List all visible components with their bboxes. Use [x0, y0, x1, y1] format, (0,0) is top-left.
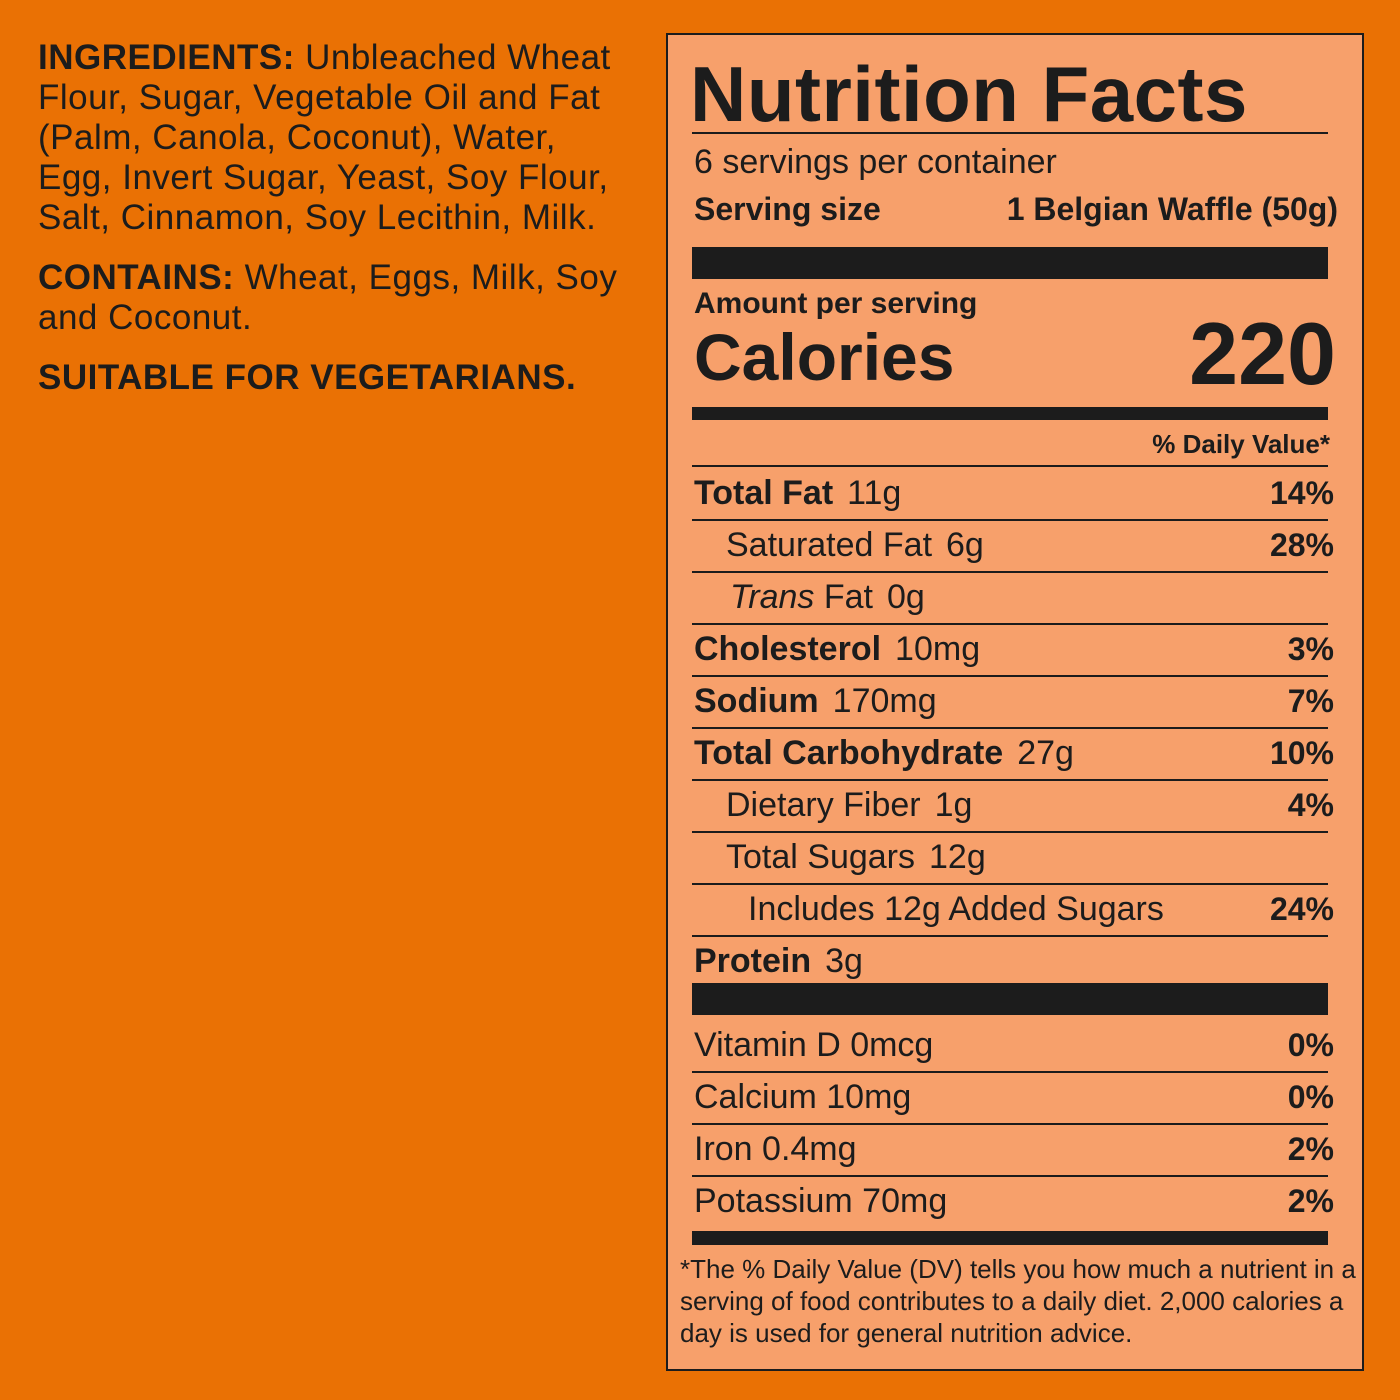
vitamin-daily-value: 2%	[1287, 1182, 1334, 1219]
nutrient-name: Total Carbohydrate	[694, 733, 1004, 772]
divider	[692, 675, 1328, 677]
vitamin-name: Vitamin D 0mcg	[694, 1025, 934, 1064]
ingredients-text: Unbleached Wheat Flour, Sugar, Vegetable…	[38, 38, 611, 237]
divider	[692, 727, 1328, 729]
nutrition-title: Nutrition Facts	[690, 50, 1248, 138]
nutrient-amount: 12g	[929, 837, 986, 876]
nutrient-name: Includes 12g Added Sugars	[748, 889, 1164, 928]
nutrient-daily-value: 10%	[1269, 734, 1334, 771]
nutrient-row: Cholesterol 10mg 3%	[694, 623, 1334, 675]
divider	[692, 571, 1328, 573]
calories-label: Calories	[694, 320, 955, 394]
divider	[692, 883, 1328, 885]
vitamin-row: Vitamin D 0mcg 0%	[694, 1019, 1334, 1071]
nutrient-row: Saturated Fat 6g 28%	[694, 519, 1334, 571]
vegetarian-text: SUITABLE FOR VEGETARIANS.	[38, 358, 577, 397]
divider	[692, 779, 1328, 781]
serving-size-value: 1 Belgian Waffle (50g)	[1006, 191, 1338, 227]
nutrient-daily-value: 4%	[1287, 786, 1334, 823]
nutrient-daily-value: 7%	[1287, 682, 1334, 719]
nutrient-row: Includes 12g Added Sugars 24%	[694, 883, 1334, 935]
nutrient-amount: 0g	[886, 577, 925, 616]
vegetarian-note: SUITABLE FOR VEGETARIANS.	[38, 358, 638, 398]
vitamin-daily-value: 2%	[1287, 1130, 1334, 1167]
vitamin-daily-value: 0%	[1287, 1078, 1334, 1115]
nutrient-amount: 10mg	[895, 629, 981, 668]
thick-bar	[692, 247, 1328, 279]
medium-bar	[692, 407, 1328, 420]
nutrient-daily-value: 28%	[1269, 526, 1334, 563]
vitamin-row: Potassium 70mg 2%	[694, 1175, 1334, 1227]
divider	[692, 1175, 1328, 1177]
daily-value-header: % Daily Value*	[1152, 429, 1330, 459]
nutrient-daily-value: 14%	[1269, 474, 1334, 511]
servings-per-container: 6 servings per container	[694, 143, 1057, 181]
nutrient-name: Total Sugars	[726, 837, 915, 876]
nutrient-daily-value: 24%	[1269, 890, 1334, 927]
calories-value: 220	[1189, 304, 1336, 403]
nutrient-row: Trans Fat 0g	[694, 571, 1334, 623]
nutrient-name: Dietary Fiber	[726, 785, 921, 824]
nutrition-facts-panel: Nutrition Facts 6 servings per container…	[666, 33, 1364, 1371]
nutrient-amount: 170mg	[832, 681, 937, 720]
nutrient-row: Protein 3g	[694, 935, 1334, 987]
footnote: *The % Daily Value (DV) tells you how mu…	[680, 1254, 1356, 1348]
nutrient-row: Total Sugars 12g	[694, 831, 1334, 883]
vitamin-daily-value: 0%	[1287, 1026, 1334, 1063]
ingredients-block: INGREDIENTS: Unbleached Wheat Flour, Sug…	[38, 38, 638, 418]
nutrient-amount: 27g	[1017, 733, 1074, 772]
thick-bar	[692, 983, 1328, 1015]
nutrient-name: Total Fat	[694, 473, 834, 512]
nutrient-name-italic: Trans	[730, 577, 815, 616]
nutrient-name: Protein	[694, 941, 812, 980]
divider	[692, 465, 1328, 467]
divider	[692, 132, 1328, 134]
ingredients-paragraph: INGREDIENTS: Unbleached Wheat Flour, Sug…	[38, 38, 638, 238]
ingredients-label: INGREDIENTS:	[38, 38, 295, 77]
contains-label: CONTAINS:	[38, 258, 235, 297]
nutrient-name: Cholesterol	[694, 629, 882, 668]
divider	[692, 519, 1328, 521]
vitamin-row: Calcium 10mg 0%	[694, 1071, 1334, 1123]
medium-bar	[692, 1231, 1328, 1245]
nutrient-amount: 1g	[934, 785, 973, 824]
nutrient-row: Sodium 170mg 7%	[694, 675, 1334, 727]
nutrient-amount: 6g	[946, 525, 984, 564]
amount-per-serving: Amount per serving	[694, 287, 978, 320]
nutrient-name: Saturated Fat	[726, 525, 933, 564]
divider	[692, 831, 1328, 833]
vitamin-name: Iron 0.4mg	[694, 1129, 857, 1168]
divider	[692, 1123, 1328, 1125]
divider	[692, 623, 1328, 625]
vitamin-row: Iron 0.4mg 2%	[694, 1123, 1334, 1175]
vitamin-name: Potassium 70mg	[694, 1181, 948, 1220]
nutrient-row: Total Carbohydrate 27g 10%	[694, 727, 1334, 779]
contains-text: Wheat, Eggs, Milk, Soy and Coconut.	[38, 258, 618, 337]
divider	[692, 935, 1328, 937]
serving-size: Serving size 1 Belgian Waffle (50g)	[694, 191, 1338, 228]
nutrient-daily-value: 3%	[1287, 630, 1334, 667]
nutrient-amount: 3g	[825, 941, 863, 980]
serving-size-label: Serving size	[694, 191, 881, 227]
contains-paragraph: CONTAINS: Wheat, Eggs, Milk, Soy and Coc…	[38, 258, 638, 338]
nutrient-row: Total Fat 11g 14%	[694, 467, 1334, 519]
nutrient-name: Fat	[823, 577, 873, 616]
divider	[692, 1071, 1328, 1073]
nutrient-row: Dietary Fiber 1g 4%	[694, 779, 1334, 831]
vitamin-name: Calcium 10mg	[694, 1077, 912, 1116]
nutrient-name: Sodium	[694, 681, 819, 720]
nutrient-amount: 11g	[847, 473, 902, 512]
